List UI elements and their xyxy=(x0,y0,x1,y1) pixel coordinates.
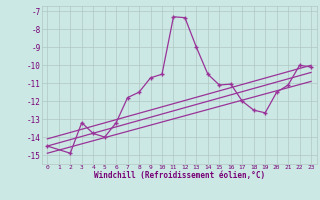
X-axis label: Windchill (Refroidissement éolien,°C): Windchill (Refroidissement éolien,°C) xyxy=(94,171,265,180)
